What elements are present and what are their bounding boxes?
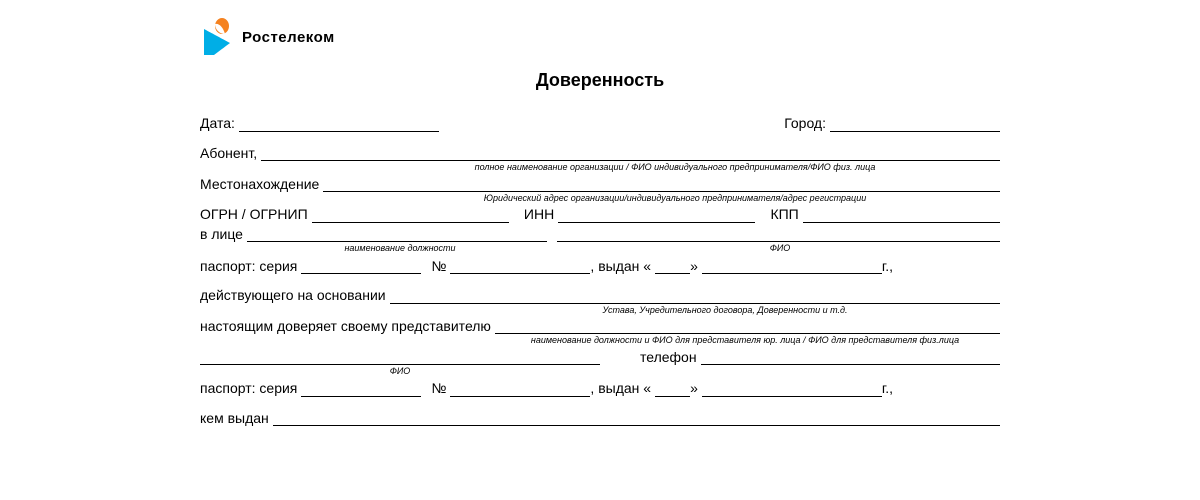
hint-position: наименование должности <box>250 244 550 254</box>
field-pass-series-1[interactable] <box>301 258 421 274</box>
row-passport-2: паспорт: серия № , выдан « » г., <box>200 381 1000 397</box>
field-entrusts[interactable] <box>495 319 1000 335</box>
row-date-city: Дата: Город: <box>200 116 1000 132</box>
label-issued-open-2: , выдан « <box>590 381 655 396</box>
field-kpp[interactable] <box>803 207 1000 223</box>
hint-phone-row: ФИО <box>200 367 1000 377</box>
label-num-1: № <box>421 259 450 274</box>
field-date[interactable] <box>239 116 439 132</box>
hint-inperson: наименование должности ФИО <box>200 244 1000 254</box>
field-fio[interactable] <box>557 227 1000 243</box>
logo-block: Ростелеком <box>200 15 1000 60</box>
row-acting: действующего на основании <box>200 288 1000 304</box>
brand-name: Ростелеком <box>242 29 335 46</box>
field-issued-month-1[interactable] <box>702 258 882 274</box>
label-issued-open-1: , выдан « <box>590 259 655 274</box>
field-issued-by[interactable] <box>273 411 1000 427</box>
label-phone: телефон <box>600 350 701 365</box>
hint-acting: Устава, Учредительного договора, Доверен… <box>200 306 1000 315</box>
field-position[interactable] <box>247 227 547 243</box>
row-phone: телефон <box>200 349 1000 365</box>
field-phone[interactable] <box>701 349 1000 365</box>
field-location[interactable] <box>323 176 1000 192</box>
row-subscriber: Абонент, <box>200 146 1000 162</box>
field-inn[interactable] <box>558 207 755 223</box>
hint-fio-2: ФИО <box>200 367 600 377</box>
label-city: Город: <box>784 116 830 131</box>
label-num-2: № <box>421 381 450 396</box>
label-location: Местонахождение <box>200 177 323 192</box>
field-subscriber[interactable] <box>261 146 1000 162</box>
field-ogrn[interactable] <box>312 207 509 223</box>
hint-entrusts: наименование должности и ФИО для предста… <box>200 336 1000 345</box>
label-year-1: г., <box>882 259 897 274</box>
doc-title: Доверенность <box>200 70 1000 91</box>
label-kpp: КПП <box>755 207 802 222</box>
hint-subscriber: полное наименование организации / ФИО ин… <box>200 163 1000 172</box>
row-ogrn: ОГРН / ОГРНИП ИНН КПП <box>200 207 1000 223</box>
row-passport-1: паспорт: серия № , выдан « » г., <box>200 258 1000 274</box>
label-date: Дата: <box>200 116 239 131</box>
field-pass-series-2[interactable] <box>301 381 421 397</box>
field-issued-day-2[interactable] <box>655 381 690 397</box>
label-issued-by: кем выдан <box>200 411 273 426</box>
row-location: Местонахождение <box>200 176 1000 192</box>
label-issued-close-1: » <box>690 259 702 274</box>
document-page: Ростелеком Доверенность Дата: Город: Або… <box>0 0 1200 426</box>
hint-fio: ФИО <box>560 244 1000 254</box>
label-inn: ИНН <box>509 207 558 222</box>
hint-location: Юридический адрес организации/индивидуал… <box>200 194 1000 203</box>
label-year-2: г., <box>882 381 897 396</box>
label-ogrn: ОГРН / ОГРНИП <box>200 207 312 222</box>
field-fio-2[interactable] <box>200 349 600 365</box>
label-acting: действующего на основании <box>200 288 390 303</box>
field-pass-num-1[interactable] <box>450 258 590 274</box>
row-entrusts: настоящим доверяет своему представителю <box>200 319 1000 335</box>
field-city[interactable] <box>830 116 1000 132</box>
label-passport-series-1: паспорт: серия <box>200 259 301 274</box>
label-entrusts: настоящим доверяет своему представителю <box>200 319 495 334</box>
field-issued-day-1[interactable] <box>655 258 690 274</box>
label-passport-series-2: паспорт: серия <box>200 381 301 396</box>
row-inperson: в лице <box>200 227 1000 243</box>
field-issued-month-2[interactable] <box>702 381 882 397</box>
rostelecom-logo-icon <box>200 17 234 59</box>
label-subscriber: Абонент, <box>200 146 261 161</box>
field-pass-num-2[interactable] <box>450 381 590 397</box>
label-inperson: в лице <box>200 227 247 242</box>
field-acting[interactable] <box>390 288 1000 304</box>
label-issued-close-2: » <box>690 381 702 396</box>
row-issued-by: кем выдан <box>200 411 1000 427</box>
